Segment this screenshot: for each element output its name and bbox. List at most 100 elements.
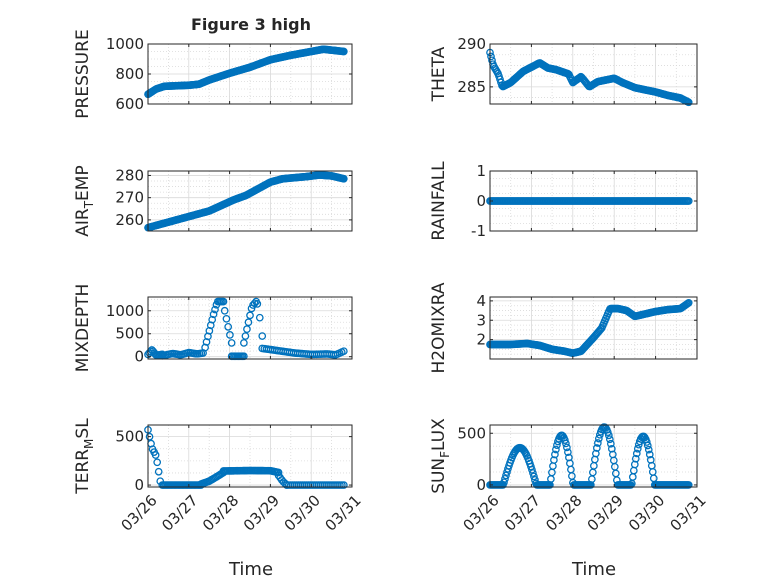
data-point — [626, 481, 635, 489]
y-tick-label: 1 — [476, 162, 486, 180]
x-axis-label-right: Time — [571, 559, 616, 580]
y-tick-label: 280 — [115, 166, 144, 184]
data-point — [607, 444, 616, 453]
data-point — [594, 434, 603, 443]
y-tick-label: 285 — [457, 78, 486, 96]
data-point — [606, 439, 615, 448]
x-tick-label: 03/31 — [321, 491, 364, 534]
data-point — [240, 339, 248, 347]
y-tick-label: 260 — [115, 211, 144, 229]
data-point — [146, 347, 155, 356]
data-point — [605, 435, 614, 444]
y-tick-label: 3 — [476, 311, 486, 329]
y-tick-label: 0 — [134, 476, 144, 494]
data-point — [633, 444, 642, 453]
data-point — [145, 432, 154, 441]
data-point — [562, 439, 570, 448]
data-point — [153, 458, 162, 467]
data-point — [684, 98, 693, 107]
data-point — [561, 436, 569, 444]
y-tick-label: 290 — [457, 35, 486, 53]
y-tick-label: 1000 — [106, 35, 144, 53]
data-point — [253, 300, 262, 308]
y-axis-label: MIXDEPTH — [73, 284, 93, 373]
data-point — [274, 468, 283, 477]
data-point — [226, 331, 234, 339]
axes-box — [147, 170, 353, 232]
data-point — [642, 438, 651, 446]
figure-title: Figure 3 high — [191, 15, 311, 34]
y-tick-label: 600 — [115, 95, 144, 113]
subplot-theta: 285 290 THETA — [429, 35, 698, 107]
data-point — [564, 448, 572, 457]
data-point — [255, 313, 264, 322]
subplot-rainfall: -1 0 1 RAINFALL — [429, 161, 698, 241]
x-tick-label: 03/27 — [501, 491, 544, 534]
data-point — [631, 454, 640, 463]
data-point — [487, 52, 495, 61]
series-markers — [144, 297, 348, 361]
data-point — [241, 332, 250, 340]
series-markers — [486, 48, 693, 107]
data-point — [643, 441, 652, 450]
data-point — [645, 450, 654, 459]
x-tick-label: 03/26 — [459, 491, 502, 534]
data-point — [592, 444, 601, 452]
y-axis-label: TERRMSL — [73, 418, 96, 495]
data-point — [649, 474, 658, 483]
data-point — [603, 428, 612, 437]
data-point — [339, 481, 348, 489]
y-tick-label: 0 — [476, 476, 486, 494]
data-point — [549, 462, 557, 470]
data-point — [684, 298, 693, 307]
data-point — [211, 305, 219, 314]
data-point — [644, 445, 653, 454]
data-point — [684, 197, 693, 205]
axes-box — [489, 296, 698, 360]
x-tick-label: 03/29 — [584, 491, 627, 534]
data-point — [222, 314, 231, 323]
data-point — [684, 481, 693, 489]
data-point — [552, 445, 560, 454]
data-point — [528, 465, 536, 474]
data-point — [568, 472, 576, 480]
data-point — [629, 466, 638, 475]
data-point — [550, 456, 558, 464]
series-markers — [144, 45, 348, 99]
data-point — [209, 310, 218, 319]
x-tick-label: 03/30 — [625, 491, 668, 534]
x-axis-label-left: Time — [228, 559, 273, 580]
y-axis-label: RAINFALL — [429, 161, 449, 241]
x-tick-label: 03/28 — [542, 491, 585, 534]
y-axis-label: PRESSURE — [73, 29, 93, 118]
data-point — [339, 47, 348, 56]
axes-box — [147, 296, 353, 360]
data-point — [227, 339, 236, 347]
data-point — [339, 347, 348, 356]
y-axis-label: H2OMIXRA — [429, 282, 449, 373]
data-point — [502, 471, 510, 480]
subplot-mixdepth: 0 500 1000 MIXDEPTH — [73, 284, 353, 373]
data-point — [151, 451, 160, 459]
data-point — [530, 472, 538, 481]
y-axis-label: SUNFLUX — [429, 418, 452, 494]
data-point — [224, 322, 233, 331]
x-tick-label: 03/28 — [199, 491, 242, 534]
series-markers — [486, 197, 693, 205]
x-tick-label: 03/31 — [666, 491, 709, 534]
x-tick-label: 03/29 — [240, 491, 283, 534]
data-point — [591, 449, 600, 458]
data-point — [244, 318, 253, 327]
y-tick-label: 4 — [476, 292, 486, 310]
data-point — [154, 467, 163, 476]
data-point — [500, 478, 508, 487]
data-point — [243, 325, 251, 333]
x-tick-label: 03/26 — [117, 491, 160, 534]
data-point — [632, 449, 641, 458]
data-point — [339, 174, 348, 183]
subplot-air-temp: 260 270 280 AIRTEMP — [73, 165, 353, 237]
data-point — [611, 469, 620, 478]
